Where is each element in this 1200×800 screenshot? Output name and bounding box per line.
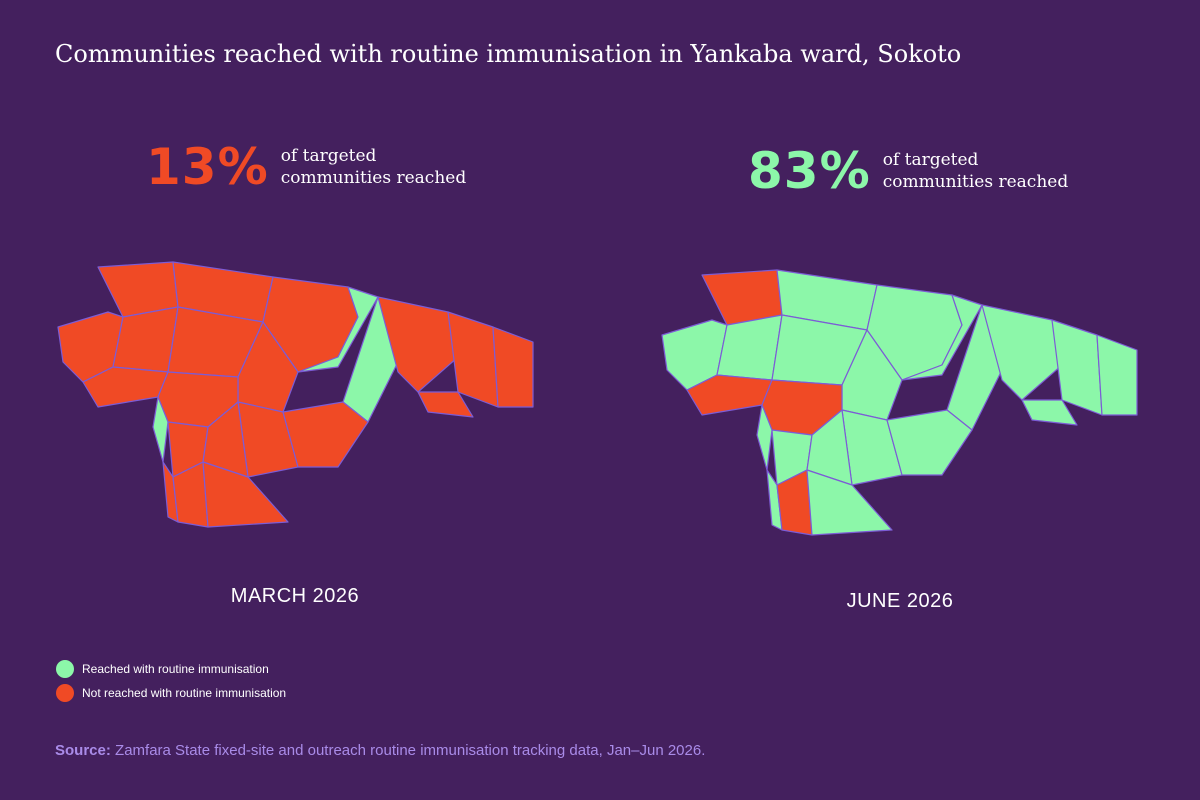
- stat-desc-line1: of targeted: [280, 146, 377, 166]
- legend-item-reached: Reached with routine immunisation: [56, 660, 286, 678]
- community-not-reached: [112, 306, 179, 373]
- legend-label-not-reached: Not reached with routine immunisation: [82, 686, 287, 700]
- ward-maps: [57, 261, 1138, 536]
- period-label-june: JUNE 2026: [846, 590, 954, 612]
- community-reached: [1096, 334, 1138, 416]
- reached-swatch: [56, 660, 74, 678]
- community-reached: [1021, 399, 1078, 426]
- community-not-reached: [377, 296, 459, 393]
- community-not-reached: [202, 461, 289, 528]
- stat-june: 83% of targeted communities reached: [748, 142, 1068, 200]
- community-not-reached: [492, 326, 534, 408]
- legend-item-not-reached: Not reached with routine immunisation: [56, 684, 286, 702]
- percent-march: 13%: [146, 138, 269, 196]
- map-march: [57, 261, 534, 528]
- stat-description-june: of targeted communities reached: [883, 149, 1069, 193]
- source-label: Source:: [55, 742, 111, 759]
- chart-title: Communities reached with routine immunis…: [55, 40, 962, 68]
- stat-desc-line2: communities reached: [882, 172, 1069, 192]
- source-text: Zamfara State fixed-site and outreach ro…: [110, 742, 706, 759]
- community-reached: [981, 304, 1063, 401]
- stat-march: 13% of targeted communities reached: [146, 138, 466, 196]
- stat-description-march: of targeted communities reached: [281, 145, 467, 189]
- community-not-reached: [417, 391, 474, 418]
- community-not-reached: [282, 401, 369, 468]
- stat-desc-line2: communities reached: [280, 168, 467, 188]
- community-reached: [716, 314, 783, 381]
- legend-label-reached: Reached with routine immunisation: [82, 662, 269, 676]
- source-note: Source: Zamfara State fixed-site and out…: [55, 742, 705, 759]
- map-june: [661, 269, 1138, 536]
- legend: Reached with routine immunisation Not re…: [56, 660, 286, 708]
- not-reached-swatch: [56, 684, 74, 702]
- stat-desc-line1: of targeted: [882, 150, 979, 170]
- period-label-march: MARCH 2026: [230, 585, 360, 607]
- percent-june: 83%: [748, 142, 871, 200]
- community-reached: [806, 469, 893, 536]
- community-reached: [886, 409, 973, 476]
